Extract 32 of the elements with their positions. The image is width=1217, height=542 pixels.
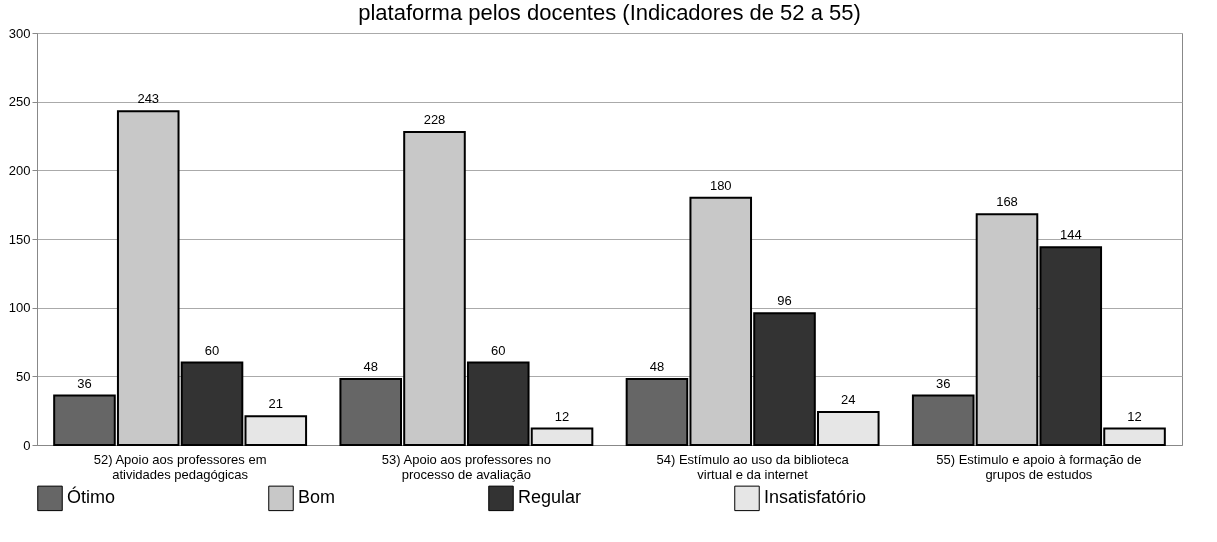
data-label: 228: [423, 111, 446, 127]
data-label: 144: [1059, 227, 1082, 243]
y-tick-label: 50: [16, 368, 31, 384]
data-label: 12: [1127, 408, 1142, 424]
legend-label: Insatisfatório: [764, 487, 867, 508]
y-tick-label: 300: [8, 25, 31, 41]
x-tick-label: 55) Estimulo e apoio à formação de grupos de estudos: [936, 451, 1142, 482]
data-label: 60: [491, 342, 506, 358]
y-tick-label: 100: [8, 300, 31, 316]
data-label: 96: [777, 293, 792, 309]
data-label: 48: [649, 359, 665, 375]
y-tick-label: 200: [8, 162, 31, 178]
data-label: 36: [77, 375, 92, 391]
x-tick-label: 53) Apoio aos professores no processo de avaliação: [381, 451, 551, 482]
x-tick-label: 54) Estímulo ao uso da biblioteca virtual e da internet: [656, 451, 850, 482]
legend-label: Regular: [518, 487, 582, 508]
data-label: 60: [204, 342, 220, 358]
data-label: 243: [137, 91, 160, 107]
y-tick-label: 0: [23, 437, 31, 453]
data-label: 168: [996, 194, 1018, 210]
data-label: 21: [268, 396, 284, 412]
y-tick-label: 250: [8, 94, 31, 110]
data-label: 48: [363, 359, 378, 375]
y-tick-label: 150: [8, 231, 31, 247]
data-label: 36: [935, 375, 951, 391]
legend-label: Bom: [298, 487, 336, 508]
data-label: 12: [554, 408, 570, 424]
x-tick-label: 52) Apoio aos professores em atividades pedagógicas: [93, 451, 267, 482]
data-label: 180: [709, 177, 732, 193]
chart-title: plataforma pelos docentes (Indicadores de 52 a 55): [358, 0, 861, 25]
data-label: 24: [841, 392, 856, 408]
legend-label: Ótimo: [67, 486, 116, 508]
